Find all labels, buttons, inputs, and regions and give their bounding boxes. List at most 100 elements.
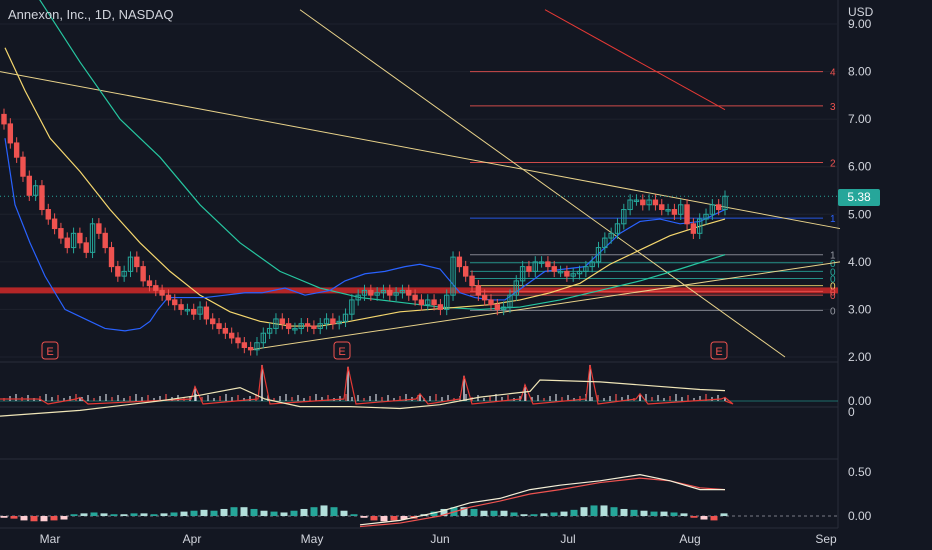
candle-body xyxy=(342,313,349,322)
candle-body xyxy=(595,247,602,263)
candle-body xyxy=(184,308,191,312)
macd-histogram-bar xyxy=(500,510,508,516)
macd-histogram-bar xyxy=(560,511,568,516)
candle-body xyxy=(191,308,197,315)
x-tick-label: Mar xyxy=(40,532,61,546)
candle-body xyxy=(481,294,488,301)
macd-histogram-bar xyxy=(50,516,58,521)
candle-body xyxy=(159,289,165,296)
macd-histogram-bar xyxy=(300,508,308,516)
candle-body xyxy=(469,275,475,287)
symbol-title[interactable]: Annexon, Inc., 1D, NASDAQ xyxy=(8,7,174,22)
macd-histogram-bar xyxy=(630,509,638,516)
candle-body xyxy=(102,232,108,249)
candle-body xyxy=(235,337,241,344)
macd-histogram-bar xyxy=(570,509,578,516)
candle-body xyxy=(317,323,323,329)
macd-histogram-bar xyxy=(590,505,598,516)
pane3-line xyxy=(0,379,726,417)
candle-body xyxy=(70,232,77,249)
macd-histogram-bar xyxy=(240,507,248,516)
candle-body xyxy=(456,256,463,268)
trendline xyxy=(299,9,786,358)
macd-histogram-bar xyxy=(220,508,228,516)
earnings-event-label: E xyxy=(715,346,722,358)
candle-body xyxy=(374,292,380,296)
macd-histogram-bar xyxy=(700,516,708,520)
candle-body xyxy=(254,342,260,351)
candle-body xyxy=(279,318,285,325)
earnings-event-label: E xyxy=(338,346,345,358)
y-tick-label: 2.00 xyxy=(848,350,872,364)
fib-level-label: 1 xyxy=(830,251,836,262)
candle-body xyxy=(425,299,431,306)
candle-body xyxy=(153,285,159,291)
y-tick-label: 4.00 xyxy=(848,255,872,269)
candle-body xyxy=(203,306,210,320)
candle-body xyxy=(545,261,551,268)
candle-body xyxy=(678,204,684,215)
candle-body xyxy=(583,266,589,272)
candle-body xyxy=(228,332,235,339)
fib-level-label: 1 xyxy=(830,214,836,225)
candle-body xyxy=(652,199,659,206)
macd-histogram-bar xyxy=(170,512,178,516)
candle-body xyxy=(519,266,526,282)
candle-body xyxy=(273,318,279,329)
candle-body xyxy=(697,218,703,234)
y-tick-label: 6.00 xyxy=(848,160,872,174)
candle-body xyxy=(210,318,216,325)
macd-histogram-bar xyxy=(250,508,258,516)
candle-body xyxy=(361,289,368,296)
candle-body xyxy=(323,318,330,325)
fib-level-label: 0 xyxy=(830,267,836,278)
macd-histogram-bar xyxy=(330,507,338,516)
candle-body xyxy=(564,270,570,277)
candle-body xyxy=(557,270,564,274)
candle-body xyxy=(330,318,336,325)
candle-body xyxy=(462,266,469,277)
candle-body xyxy=(32,185,39,196)
candle-body xyxy=(500,306,507,310)
macd-histogram-bar xyxy=(580,507,588,516)
candle-body xyxy=(39,185,45,211)
currency-label: USD xyxy=(848,5,874,19)
macd-histogram-bar xyxy=(110,514,118,516)
trendline xyxy=(249,261,841,351)
macd-y-tick: 0.50 xyxy=(848,465,872,479)
candle-body xyxy=(121,270,127,277)
candle-body xyxy=(640,199,646,206)
macd-histogram-bar xyxy=(190,510,198,516)
candle-body xyxy=(108,247,115,268)
candle-body xyxy=(551,266,557,272)
candle-body xyxy=(304,323,311,327)
candle-body xyxy=(406,289,412,296)
fib-level-label: 0 xyxy=(830,291,836,302)
fib-level-label: 0 xyxy=(830,275,836,286)
y-tick-label: 5.00 xyxy=(848,207,872,221)
macd-histogram-bar xyxy=(390,516,398,521)
x-tick-label: May xyxy=(301,532,324,546)
macd-histogram-bar xyxy=(310,507,318,516)
resistance-zone xyxy=(0,287,838,294)
candle-body xyxy=(709,204,716,215)
macd-histogram-bar xyxy=(40,516,48,522)
macd-histogram-bar xyxy=(60,516,68,520)
earnings-event-marker xyxy=(333,341,351,360)
macd-histogram-bar xyxy=(140,513,148,516)
candle-body xyxy=(614,223,621,234)
candle-body xyxy=(608,232,614,239)
macd-histogram-bar xyxy=(370,516,378,521)
trendline xyxy=(0,71,841,230)
macd-histogram-bar xyxy=(530,514,538,516)
macd-signal-line xyxy=(359,477,726,528)
pane3-y-tick: 0 xyxy=(848,405,855,419)
candle-body xyxy=(349,299,355,315)
candle-body xyxy=(216,323,222,329)
candle-body xyxy=(538,261,545,264)
macd-histogram-bar xyxy=(230,507,238,516)
candle-body xyxy=(89,223,96,253)
macd-histogram-bar xyxy=(660,511,668,516)
macd-histogram-bar xyxy=(90,512,98,516)
